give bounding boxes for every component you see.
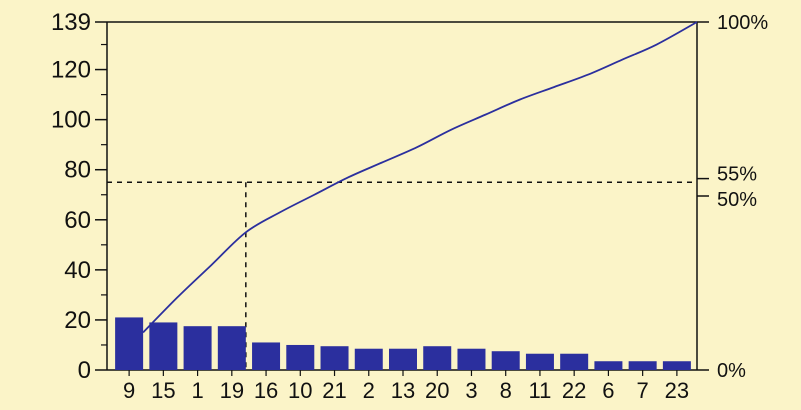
bar <box>594 361 623 370</box>
bar <box>628 361 657 370</box>
bar <box>491 351 520 370</box>
x-tick-label: 15 <box>151 378 175 403</box>
y-tick-label: 80 <box>64 157 91 184</box>
x-tick-label: 1 <box>191 378 203 403</box>
bars <box>115 317 691 370</box>
x-axis: 9 15 1 19 16 10 21 2 13 20 3 8 11 22 6 7 23 <box>123 370 689 403</box>
y-tick-label: 120 <box>51 57 91 84</box>
x-tick-label: 9 <box>123 378 135 403</box>
y-tick-label: 0 <box>78 357 91 384</box>
cumulative-line-group <box>142 21 698 334</box>
right-y-axis: 0% 50% 55% 100% <box>697 12 768 382</box>
bar <box>389 348 417 370</box>
bar <box>525 353 554 370</box>
bar <box>217 326 246 370</box>
x-tick-label: 23 <box>665 378 689 403</box>
bar <box>662 361 691 370</box>
bar <box>560 353 589 370</box>
x-tick-label: 16 <box>254 378 278 403</box>
y2-tick-label: 50% <box>717 189 757 211</box>
left-y-axis: 0 20 40 60 80 100 120 139 <box>51 9 107 384</box>
y2-tick-label: 55% <box>717 164 757 186</box>
bar <box>354 348 383 370</box>
y-tick-label: 139 <box>51 9 91 36</box>
x-tick-label: 6 <box>602 378 614 403</box>
y-tick-label: 100 <box>51 107 91 134</box>
y-tick-label: 40 <box>64 257 91 284</box>
bar <box>286 344 315 370</box>
x-tick-label: 7 <box>637 378 649 403</box>
y2-tick-label: 100% <box>717 12 768 34</box>
cumulative-line <box>142 21 698 334</box>
bar <box>252 342 281 370</box>
bar <box>149 322 178 370</box>
x-tick-label: 20 <box>425 378 449 403</box>
bar <box>183 326 212 370</box>
x-tick-label: 19 <box>220 378 244 403</box>
x-tick-label: 22 <box>562 378 586 403</box>
bar <box>457 348 486 370</box>
x-tick-label: 13 <box>391 378 415 403</box>
bar <box>320 346 349 370</box>
x-tick-label: 11 <box>529 378 552 403</box>
x-tick-label: 2 <box>363 378 375 403</box>
x-tick-label: 10 <box>288 378 312 403</box>
x-tick-label: 21 <box>322 378 346 403</box>
plot-frame <box>106 21 698 371</box>
bar <box>423 346 452 370</box>
y2-tick-label: 0% <box>717 360 746 382</box>
y-tick-label: 60 <box>64 207 91 234</box>
y-tick-label: 20 <box>64 307 91 334</box>
reference-lines <box>107 181 697 370</box>
bar <box>115 317 144 370</box>
x-tick-label: 8 <box>500 378 512 403</box>
x-tick-label: 3 <box>465 378 477 403</box>
